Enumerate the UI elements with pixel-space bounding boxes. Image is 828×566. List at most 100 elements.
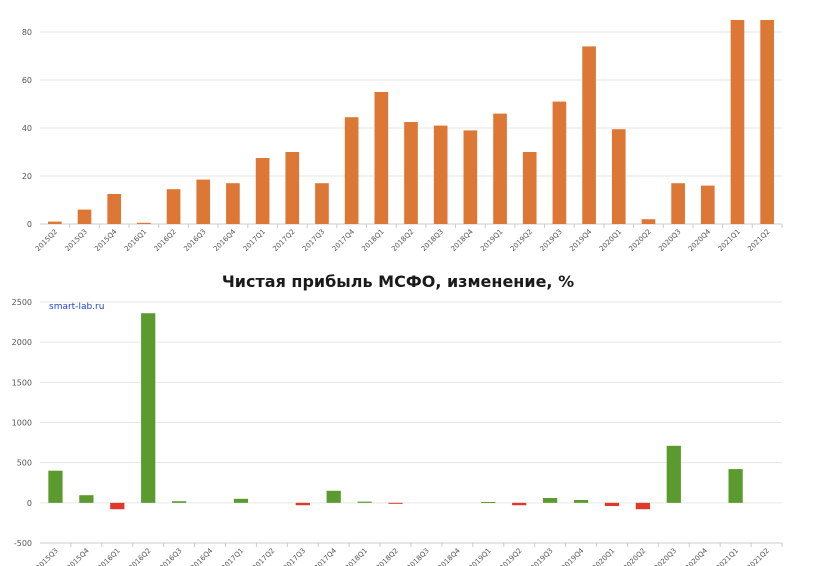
- chart2-x-tick-label: 2018Q4: [436, 546, 462, 566]
- chart2-bar[interactable]: [543, 498, 558, 503]
- chart2-x-tick-label: 2017Q4: [313, 546, 339, 566]
- chart1-bar[interactable]: [48, 221, 62, 224]
- chart-2-title: Чистая прибыль МСФО, изменение, %: [222, 272, 574, 291]
- chart1-x-tick-label: 2020Q1: [598, 228, 623, 253]
- chart2-bar[interactable]: [172, 501, 187, 503]
- chart2-bar[interactable]: [573, 500, 589, 503]
- chart1-bar[interactable]: [255, 158, 270, 224]
- chart1-bar[interactable]: [730, 20, 745, 224]
- chart2-x-tick-label: 2021Q1: [715, 547, 740, 566]
- chart2-bar[interactable]: [666, 445, 681, 503]
- chart1-bar[interactable]: [493, 113, 507, 224]
- chart2-x-tick-label: 2016Q2: [127, 547, 152, 566]
- chart1-x-tick-label: 2017Q4: [331, 227, 357, 253]
- chart2-y-tick-label: 0: [27, 499, 32, 508]
- chart2-y-tick-label: -500: [14, 539, 32, 548]
- chart2-bar[interactable]: [110, 502, 125, 510]
- chart1-x-tick-label: 2019Q2: [509, 228, 534, 253]
- chart1-bar[interactable]: [107, 194, 122, 224]
- chart2-x-tick-label: 2017Q2: [251, 547, 276, 566]
- chart1-x-tick-label: 2018Q1: [360, 228, 385, 253]
- chart2-y-tick-label: 2000: [12, 338, 32, 347]
- chart2-bar[interactable]: [512, 502, 527, 506]
- chart1-bar[interactable]: [611, 129, 626, 224]
- chart1-bar[interactable]: [433, 125, 448, 224]
- chart2-bar[interactable]: [728, 469, 743, 503]
- chart1-bar[interactable]: [344, 117, 359, 224]
- chart1-bar[interactable]: [463, 130, 478, 224]
- chart2-x-tick-label: 2016Q1: [96, 547, 121, 566]
- chart1-x-tick-label: 2018Q2: [390, 228, 415, 253]
- chart2-x-tick-label: 2019Q4: [560, 546, 586, 566]
- chart1-x-tick-label: 2019Q4: [568, 227, 594, 253]
- chart1-x-tick-label: 2017Q2: [271, 228, 296, 253]
- watermark-text[interactable]: smart-lab.ru: [49, 302, 104, 312]
- chart2-bar[interactable]: [635, 502, 650, 510]
- chart2-x-tick-label: 2017Q3: [282, 547, 307, 566]
- chart1-y-tick-label: 80: [22, 28, 32, 37]
- chart2-x-tick-label: 2016Q3: [158, 547, 183, 566]
- chart1-x-tick-label: 2018Q3: [420, 228, 445, 253]
- chart1-bar[interactable]: [166, 189, 181, 224]
- chart1-bar[interactable]: [671, 183, 685, 224]
- chart2-bar[interactable]: [326, 490, 341, 503]
- chart1-bar[interactable]: [315, 183, 329, 224]
- chart2-x-tick-label: 2019Q1: [467, 547, 492, 566]
- chart2-x-tick-label: 2015Q4: [65, 546, 91, 566]
- chart1-x-tick-label: 2019Q1: [479, 228, 504, 253]
- chart1-bar[interactable]: [404, 122, 418, 224]
- chart1-x-tick-label: 2021Q2: [746, 228, 771, 253]
- chart1-x-tick-label: 2016Q3: [182, 228, 207, 253]
- chart1-x-tick-label: 2015Q2: [34, 228, 59, 253]
- chart1-bar[interactable]: [137, 222, 151, 224]
- chart2-bar[interactable]: [388, 502, 403, 504]
- chart1-bar[interactable]: [374, 92, 389, 224]
- chart1-x-tick-label: 2021Q1: [717, 228, 742, 253]
- chart1-bar[interactable]: [226, 183, 240, 224]
- chart2-x-tick-label: 2019Q3: [529, 547, 554, 566]
- chart1-bar[interactable]: [760, 20, 774, 224]
- chart1-bar[interactable]: [285, 152, 300, 224]
- chart2-x-tick-label: 2020Q4: [684, 546, 710, 566]
- chart2-x-tick-label: 2020Q1: [591, 547, 616, 566]
- chart2-bar[interactable]: [48, 470, 63, 503]
- chart2-bar[interactable]: [481, 502, 496, 504]
- chart1-bar[interactable]: [552, 101, 567, 224]
- chart2-x-tick-label: 2018Q2: [375, 547, 400, 566]
- chart1-bar[interactable]: [77, 209, 92, 224]
- chart1-x-tick-label: 2018Q4: [449, 227, 475, 253]
- chart1-x-tick-label: 2020Q4: [687, 227, 713, 253]
- chart2-bar[interactable]: [233, 498, 249, 503]
- chart2-x-tick-label: 2020Q3: [653, 547, 678, 566]
- chart1-x-tick-label: 2019Q3: [539, 228, 564, 253]
- chart-2-net-profit-change: -500 0 500 1000 1500 2000 2500 2015Q3 2015Q4 2016…: [12, 298, 783, 566]
- chart2-x-tick-label: 2021Q2: [746, 547, 771, 566]
- chart1-x-tick-label: 2020Q3: [657, 228, 682, 253]
- chart2-x-tick-label: 2019Q2: [498, 547, 523, 566]
- chart1-y-tick-label: 60: [22, 76, 32, 85]
- chart1-bar[interactable]: [196, 179, 211, 224]
- chart2-bar[interactable]: [295, 502, 310, 506]
- chart2-y-tick-label: 2500: [12, 298, 32, 307]
- chart1-x-tick-label: 2017Q1: [242, 228, 267, 253]
- chart1-bar[interactable]: [641, 219, 656, 224]
- chart2-y-tick-label: 1500: [12, 378, 32, 387]
- chart1-x-tick-label: 2016Q2: [153, 228, 178, 253]
- chart1-x-tick-label: 2016Q4: [212, 227, 238, 253]
- chart1-bar[interactable]: [522, 152, 537, 224]
- chart2-x-tick-label: 2017Q1: [220, 547, 245, 566]
- chart1-y-tick-label: 0: [27, 220, 32, 229]
- chart2-x-tick-label: 2016Q4: [189, 546, 215, 566]
- chart1-x-tick-label: 2015Q4: [93, 227, 119, 253]
- chart1-bar[interactable]: [700, 185, 715, 224]
- chart1-bar[interactable]: [582, 46, 596, 225]
- chart1-y-tick-label: 40: [22, 124, 32, 133]
- chart2-y-tick-label: 500: [17, 459, 32, 468]
- chart2-bar[interactable]: [604, 502, 620, 507]
- chart2-bar[interactable]: [357, 501, 372, 503]
- chart2-bar[interactable]: [79, 495, 94, 503]
- chart2-bar[interactable]: [141, 313, 156, 503]
- chart1-x-tick-label: 2015Q3: [64, 228, 89, 253]
